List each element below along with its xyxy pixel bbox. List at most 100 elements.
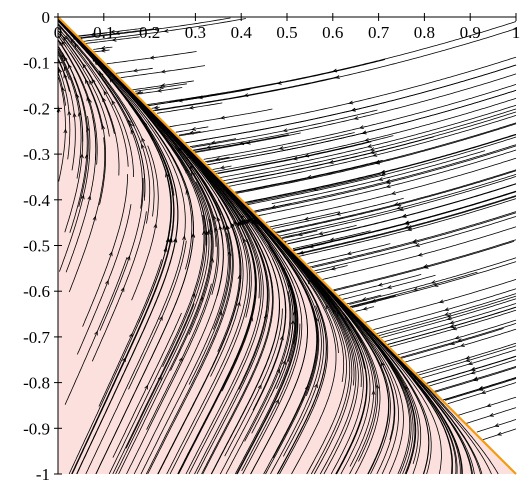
streamline-106: [400, 328, 504, 359]
streamline-3: [481, 428, 517, 441]
streamline-305: [224, 308, 283, 457]
streamline-66: [292, 190, 517, 251]
streamline-74: [191, 109, 378, 148]
streamline-12: [418, 345, 517, 376]
streamline-280: [57, 58, 77, 171]
streamline-251: [76, 204, 132, 355]
streamline-294: [268, 245, 295, 397]
streamline-10: [399, 323, 517, 358]
streamline-318: [68, 137, 106, 293]
streamline-114: [80, 28, 155, 39]
streamline-236: [358, 321, 419, 465]
streamline-104: [120, 65, 206, 78]
streamline-310: [259, 219, 362, 344]
x-tick-label: 0.9: [460, 23, 481, 42]
streamline-312: [91, 211, 147, 362]
streamline-99: [169, 59, 386, 103]
y-tick-label: -0.2: [23, 99, 50, 118]
streamline-105: [114, 67, 153, 74]
streamline-5: [378, 295, 517, 337]
x-tick-label: 0.2: [139, 23, 160, 42]
streamline-54: [282, 176, 517, 238]
streamline-61: [192, 73, 517, 152]
streamline-316: [286, 249, 362, 388]
streamline-115: [338, 274, 422, 296]
boundary-line: [57, 16, 517, 475]
streamline-38: [405, 328, 517, 363]
y-tick-label: -0.3: [23, 145, 50, 164]
streamline-272: [101, 75, 151, 224]
streamline-284: [65, 116, 97, 273]
streamline-33: [257, 149, 517, 217]
streamline-107: [282, 230, 318, 239]
streamline-83: [135, 87, 183, 95]
streamline-124: [272, 197, 404, 229]
streamline-253: [133, 94, 234, 220]
streamline-34: [279, 173, 517, 237]
streamline-289: [65, 35, 134, 177]
streamline-204: [57, 19, 186, 475]
streamline-71: [284, 225, 357, 243]
streamline-62: [375, 293, 517, 335]
x-tick-label: 0.7: [368, 23, 390, 42]
x-tick-label: 0: [54, 23, 63, 42]
streamline-90: [169, 108, 273, 128]
streamline-32: [203, 84, 517, 160]
x-tick-label: 0.8: [414, 23, 435, 42]
streamline-117: [131, 80, 194, 91]
streamline-60: [236, 122, 517, 193]
streamline-300: [57, 66, 72, 160]
streamline-84: [346, 294, 382, 305]
streamline-35: [322, 226, 517, 280]
streamline-14: [349, 257, 517, 305]
streamline-47: [184, 64, 517, 144]
streamline-307: [58, 36, 103, 130]
x-tick-label: 0.4: [231, 23, 253, 42]
streamline-293: [89, 61, 143, 209]
streamline-297: [192, 157, 260, 299]
streamline-292: [272, 307, 318, 459]
streamline-219: [174, 146, 220, 295]
streamline-36: [476, 419, 517, 433]
streamline-123: [157, 102, 223, 114]
streamline-320: [58, 31, 68, 43]
streamline-72: [93, 46, 113, 50]
streamline-226: [343, 313, 380, 462]
streamline-97: [246, 173, 381, 204]
streamline-112: [206, 132, 355, 163]
y-tick-label: -0.4: [23, 191, 50, 210]
streamline-244: [57, 59, 70, 92]
y-tick-label: -0.1: [23, 54, 50, 73]
y-tick-label: -0.8: [23, 374, 50, 393]
streamline-15: [228, 115, 517, 187]
streamline-16: [219, 104, 517, 178]
streamline-113: [78, 27, 144, 37]
streamline-76: [135, 83, 187, 92]
streamline-265: [57, 39, 63, 46]
streamline-87: [252, 203, 291, 212]
streamline-89: [178, 130, 201, 136]
y-tick-label: -0.6: [23, 282, 50, 301]
streamline-322: [85, 56, 146, 201]
y-tick-label: -0.9: [23, 419, 50, 438]
streamline-325: [64, 257, 128, 405]
streamline-86: [85, 36, 140, 44]
streamline-314: [64, 75, 84, 233]
streamline-48: [351, 261, 517, 308]
streamline-78: [93, 48, 110, 53]
x-tick-label: 1: [512, 23, 521, 42]
streamline-245: [241, 323, 301, 472]
streamline-118: [271, 150, 486, 205]
streamline-88: [212, 165, 232, 170]
streamline-41: [444, 378, 517, 401]
streamline-323: [190, 153, 273, 289]
streamline-108: [227, 136, 434, 184]
streamline-94: [80, 17, 231, 39]
streamline-309: [246, 215, 296, 362]
x-tick-label: 0.6: [322, 23, 343, 42]
streamline-82: [333, 240, 515, 292]
streamline-303: [162, 214, 206, 367]
streamline-31: [206, 89, 517, 166]
streamline-257: [82, 174, 128, 327]
streamline-249: [277, 241, 345, 382]
